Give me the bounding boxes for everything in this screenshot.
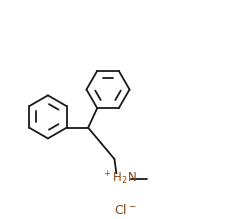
Text: $^+$H$_2$N: $^+$H$_2$N bbox=[102, 170, 137, 187]
Text: Cl$^-$: Cl$^-$ bbox=[114, 203, 136, 217]
